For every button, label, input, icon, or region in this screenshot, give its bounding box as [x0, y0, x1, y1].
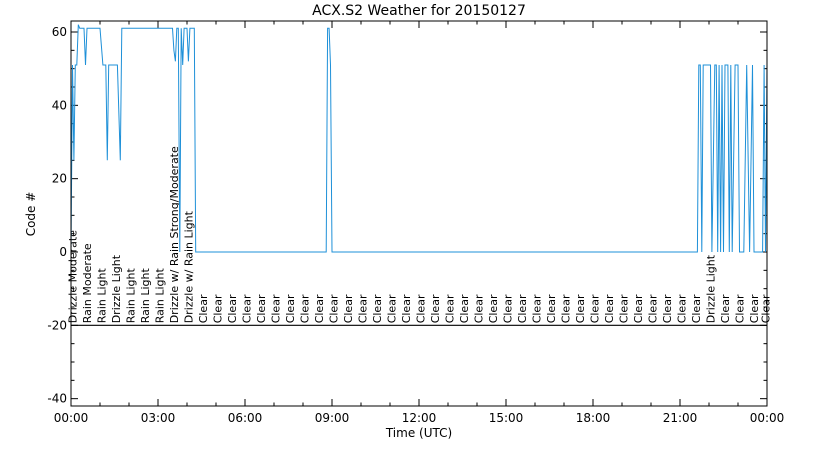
x-tick-label: 12:00 [402, 411, 437, 425]
weather-label: Drizzle w/ Rain Light [182, 210, 195, 323]
weather-label: Clear [197, 294, 210, 323]
weather-label: Clear [473, 294, 486, 323]
y-tick-label: -20 [47, 318, 67, 332]
weather-label: Clear [386, 294, 399, 323]
weather-label: Clear [444, 294, 457, 323]
weather-label: Clear [414, 294, 427, 323]
weather-label: Clear [501, 294, 514, 323]
series-line-0 [70, 24, 768, 253]
x-tick-label: 03:00 [141, 411, 176, 425]
x-tick-label: 15:00 [489, 411, 524, 425]
weather-label: Clear [356, 294, 369, 323]
weather-label: Clear [255, 294, 268, 323]
series-layer [70, 24, 768, 253]
x-tick-label: 00:00 [54, 411, 89, 425]
weather-label: Clear [618, 294, 631, 323]
weather-label: Clear [299, 294, 312, 323]
x-tick-label: 06:00 [228, 411, 263, 425]
x-tick-label: 09:00 [315, 411, 350, 425]
plot-frame [70, 20, 768, 407]
weather-label: Clear [603, 294, 616, 323]
weather-label: Clear [676, 294, 689, 323]
weather-label: Rain Moderate [81, 243, 94, 323]
weather-label: Clear [328, 294, 341, 323]
weather-label: Drizzle Moderate [67, 230, 80, 323]
weather-label: Clear [734, 294, 747, 323]
x-axis-label: Time (UTC) [385, 426, 452, 440]
weather-label: Clear [516, 294, 529, 323]
x-tick-label: 00:00 [750, 411, 785, 425]
axis-ticks: 00:00 03:00 06:00 09:00 12:00 15:00 18:00 21:00… [47, 21, 784, 425]
weather-label: Drizzle Light [705, 254, 718, 323]
weather-label: Clear [661, 294, 674, 323]
weather-label: Clear [560, 294, 573, 323]
weather-label: Clear [270, 294, 283, 323]
weather-label: Rain Light [124, 267, 137, 323]
weather-label: Clear [226, 294, 239, 323]
weather-label: Clear [458, 294, 471, 323]
y-tick-label: 0 [59, 245, 67, 259]
weather-label: Clear [574, 294, 587, 323]
weather-label: Rain Light [139, 267, 152, 323]
weather-label: Clear [647, 294, 660, 323]
chart-title: ACX.S2 Weather for 20150127 [312, 3, 526, 19]
weather-label: Rain Light [153, 267, 166, 323]
weather-label: Clear [342, 294, 355, 323]
weather-label: Clear [371, 294, 384, 323]
weather-label: Clear [211, 294, 224, 323]
weather-label: Clear [240, 294, 253, 323]
weather-label: Clear [400, 294, 413, 323]
weather-label: Clear [589, 294, 602, 323]
weather-label: Clear [429, 294, 442, 323]
x-tick-label: 18:00 [576, 411, 611, 425]
weather-label: Clear [748, 294, 761, 323]
weather-label: Clear [487, 294, 500, 323]
weather-label: Rain Light [96, 267, 109, 323]
y-tick-label: 20 [52, 172, 67, 186]
weather-label: Clear [313, 294, 326, 323]
y-tick-label: 60 [52, 25, 67, 39]
weather-label: Clear [545, 294, 558, 323]
weather-label: Drizzle w/ Rain Strong/Moderate [168, 146, 181, 323]
weather-label: Clear [719, 294, 732, 323]
weather-label: Clear [690, 294, 703, 323]
weather-condition-labels: Drizzle Moderate Rain Moderate Rain Light D… [67, 146, 773, 323]
y-tick-label: 40 [52, 98, 67, 112]
y-axis-label: Code # [24, 192, 38, 237]
weather-label: Clear [632, 294, 645, 323]
weather-label: Clear [760, 294, 773, 323]
x-tick-label: 21:00 [663, 411, 698, 425]
weather-label: Drizzle Light [110, 254, 123, 323]
y-tick-label: -40 [47, 392, 67, 406]
weather-label: Clear [284, 294, 297, 323]
weather-label: Clear [531, 294, 544, 323]
